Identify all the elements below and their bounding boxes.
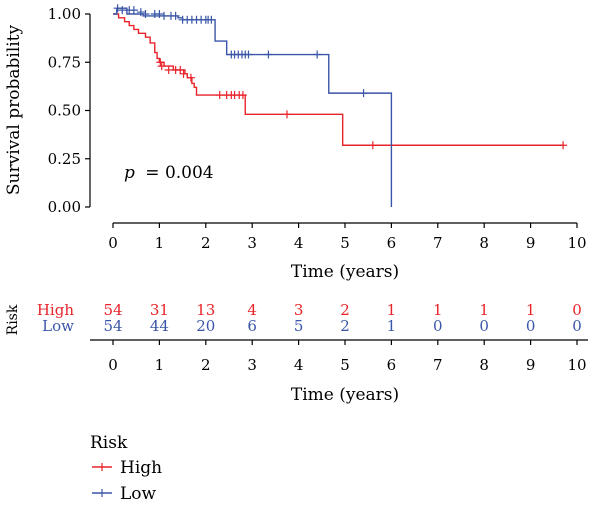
risk-x-tick-label: 7 [433,356,443,374]
risk-count-high: 2 [340,301,350,319]
risk-count-low: 1 [387,317,397,335]
censor-mark-low [129,6,138,15]
censor-mark-low [141,10,150,18]
legend-label-high: High [120,458,162,478]
censor-mark-high [559,141,568,150]
x-tick-label: 7 [433,234,443,252]
y-tick-label: 0.00 [48,198,81,216]
risk-count-high: 31 [150,301,169,319]
censor-mark-high [156,58,165,67]
y-tick-label: 0.50 [48,102,81,120]
p-value-annotation: p = 0.004 [124,163,214,183]
censor-mark-low [244,50,253,59]
censor-mark-high [186,73,195,82]
x-tick-label: 9 [526,234,536,252]
risk-count-low: 44 [150,317,169,335]
x-tick-label: 5 [340,234,350,252]
risk-x-tick-label: 2 [201,356,211,374]
p-symbol: p [124,163,135,183]
survival-line-high [113,13,564,146]
censor-mark-high [157,62,166,71]
censor-mark-low [313,50,322,59]
x-tick-label: 0 [108,234,118,252]
censor-mark-high [238,91,247,100]
risk-x-tick-label: 6 [387,356,397,374]
x-tick-label: 10 [567,234,586,252]
risk-count-high: 1 [387,301,397,319]
risk-row-label-low: Low [42,317,74,335]
risk-count-high: 0 [572,301,582,319]
legend-label-low: Low [120,484,157,504]
x-tick-label: 6 [387,234,397,252]
x-ticks: 0 1 2 3 4 5 6 7 8 9 10 [108,223,587,252]
risk-x-tick-label: 8 [479,356,489,374]
y-tick-label: 0.25 [48,150,81,168]
censor-mark-low [113,4,122,13]
risk-count-low: 2 [340,317,350,335]
censor-mark-high [164,65,173,74]
risk-count-low: 0 [433,317,443,335]
x-axis-label: Time (years) [291,262,399,282]
p-value: = 0.004 [145,163,213,183]
censor-mark-high [368,141,377,150]
censor-mark-low [118,6,127,15]
risk-count-low: 0 [479,317,489,335]
censor-mark-low [136,8,145,17]
risk-x-tick-label: 3 [247,356,257,374]
y-axis-label: Survival probability [4,24,24,195]
x-tick-label: 4 [294,234,304,252]
risk-table-title: Risk [5,304,21,335]
risk-x-tick-label: 10 [567,356,586,374]
risk-count-low: 5 [294,317,304,335]
y-ticks: 0.00 0.25 0.50 0.75 1.00 [48,5,90,216]
censor-mark-high [179,69,188,78]
censor-mark-low [359,89,368,98]
risk-count-high: 1 [433,301,443,319]
risk-count-low: 6 [247,317,257,335]
risk-count-high: 3 [294,301,304,319]
survival-curves [113,4,568,207]
x-tick-label: 3 [247,234,257,252]
risk-x-tick-label: 0 [108,356,118,374]
risk-count-low: 20 [196,317,215,335]
y-tick-label: 0.75 [48,53,81,71]
censor-mark-low [264,50,273,59]
km-plot: Survival probability 0.00 0.25 0.50 0.75 1.0… [4,4,587,282]
x-tick-label: 2 [201,234,211,252]
risk-count-high: 1 [526,301,536,319]
risk-count-high: 54 [103,301,122,319]
risk-row-label-high: High [37,301,74,319]
risk-count-high: 4 [247,301,257,319]
censor-mark-low [160,11,169,20]
x-tick-label: 1 [155,234,165,252]
risk-x-tick-label: 1 [155,356,165,374]
legend: Risk High Low [90,433,162,504]
censor-mark-low [171,11,180,20]
risk-count-low: 0 [526,317,536,335]
risk-x-axis-label: Time (years) [291,385,399,405]
legend-title: Risk [90,433,128,453]
risk-x-tick-label: 4 [294,356,304,374]
risk-x-ticks: 0 1 2 3 4 5 6 7 8 9 10 [108,340,587,374]
risk-count-low: 0 [572,317,582,335]
censor-mark-low [155,10,164,18]
censor-mark-high [283,110,291,119]
risk-x-tick-label: 9 [526,356,536,374]
risk-count-high: 13 [196,301,215,319]
risk-x-tick-label: 5 [340,356,350,374]
risk-count-high: 1 [479,301,489,319]
y-tick-label: 1.00 [48,5,81,23]
censor-mark-high [215,91,224,100]
x-tick-label: 8 [479,234,489,252]
legend-items: High Low [92,458,162,504]
censor-mark-low [207,15,216,24]
risk-count-low: 54 [103,317,122,335]
